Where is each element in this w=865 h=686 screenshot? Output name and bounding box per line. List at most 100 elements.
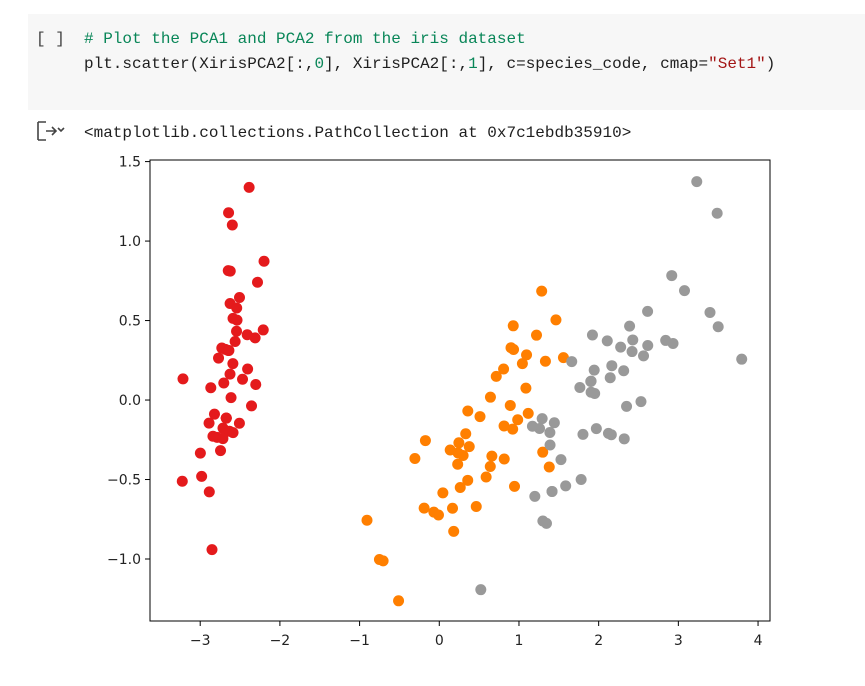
point xyxy=(217,433,229,445)
run-button[interactable]: [ ] xyxy=(36,30,65,48)
point xyxy=(522,407,534,419)
point xyxy=(250,378,262,390)
point xyxy=(627,334,639,346)
point xyxy=(361,514,373,526)
point xyxy=(215,445,227,457)
point xyxy=(241,329,253,341)
point xyxy=(447,502,459,514)
point xyxy=(453,437,465,449)
code-token: 0 xyxy=(314,55,324,73)
point xyxy=(233,417,245,429)
code-cell xyxy=(28,14,865,110)
x-tick-label: 3 xyxy=(674,633,683,649)
code-token: plt.scatter(XirisPCA2[:, xyxy=(84,55,314,73)
point xyxy=(539,355,551,367)
point xyxy=(615,341,627,353)
point xyxy=(604,372,616,384)
point xyxy=(585,386,597,398)
point xyxy=(642,305,654,317)
point xyxy=(691,176,703,188)
x-tick-label: 2 xyxy=(594,633,603,649)
point xyxy=(642,340,654,352)
point xyxy=(486,450,498,462)
point xyxy=(462,405,474,417)
point xyxy=(257,324,269,336)
point xyxy=(555,454,567,466)
output-text: <matplotlib.collections.PathCollection a… xyxy=(84,124,631,142)
point xyxy=(574,381,586,393)
point xyxy=(213,352,225,364)
point xyxy=(480,471,492,483)
point xyxy=(566,356,578,368)
point xyxy=(736,353,748,365)
y-tick-label: 0.0 xyxy=(119,393,141,409)
point xyxy=(520,382,532,394)
point xyxy=(536,413,548,425)
x-tick-label: −2 xyxy=(270,633,291,649)
point xyxy=(544,426,556,438)
point xyxy=(246,400,258,412)
point xyxy=(618,365,630,377)
point xyxy=(393,595,405,607)
point xyxy=(601,335,613,347)
point xyxy=(203,417,215,429)
point xyxy=(507,423,519,435)
point xyxy=(224,368,236,380)
point xyxy=(177,373,189,385)
point xyxy=(618,433,630,445)
point xyxy=(233,292,245,304)
point xyxy=(176,475,188,487)
point xyxy=(575,474,587,486)
point xyxy=(507,320,519,332)
point xyxy=(457,450,469,462)
point xyxy=(550,314,562,326)
point xyxy=(660,334,672,346)
y-tick-label: −1.0 xyxy=(107,552,141,568)
point xyxy=(196,470,208,482)
point xyxy=(621,400,633,412)
code-token: ], XirisPCA2[:, xyxy=(324,55,468,73)
point xyxy=(252,276,264,288)
point xyxy=(704,306,716,318)
point xyxy=(258,255,270,267)
point xyxy=(223,207,235,219)
point xyxy=(452,458,464,470)
point xyxy=(509,480,521,492)
point xyxy=(546,485,558,497)
point xyxy=(460,428,472,440)
point xyxy=(419,435,431,447)
point xyxy=(220,412,232,424)
point xyxy=(537,446,549,458)
output-icon[interactable] xyxy=(37,121,65,141)
point xyxy=(526,420,538,432)
point xyxy=(666,270,678,282)
point xyxy=(194,447,206,459)
point xyxy=(606,360,618,372)
x-tick-label: −3 xyxy=(190,633,211,649)
point xyxy=(223,344,235,356)
point xyxy=(638,350,650,362)
point xyxy=(444,444,456,456)
point xyxy=(712,321,724,333)
point xyxy=(231,325,243,337)
point xyxy=(711,207,723,219)
point xyxy=(484,460,496,472)
point xyxy=(498,420,510,432)
point xyxy=(227,427,239,439)
point xyxy=(409,453,421,465)
point xyxy=(544,439,556,451)
point xyxy=(626,346,638,358)
point xyxy=(222,265,234,277)
point xyxy=(678,285,690,297)
point xyxy=(536,285,548,297)
point xyxy=(543,461,555,473)
point xyxy=(462,474,474,486)
x-tick-label: 4 xyxy=(754,633,763,649)
point xyxy=(418,502,430,514)
point xyxy=(454,481,466,493)
point xyxy=(635,396,647,408)
point xyxy=(585,375,597,387)
plot-frame xyxy=(149,159,771,622)
